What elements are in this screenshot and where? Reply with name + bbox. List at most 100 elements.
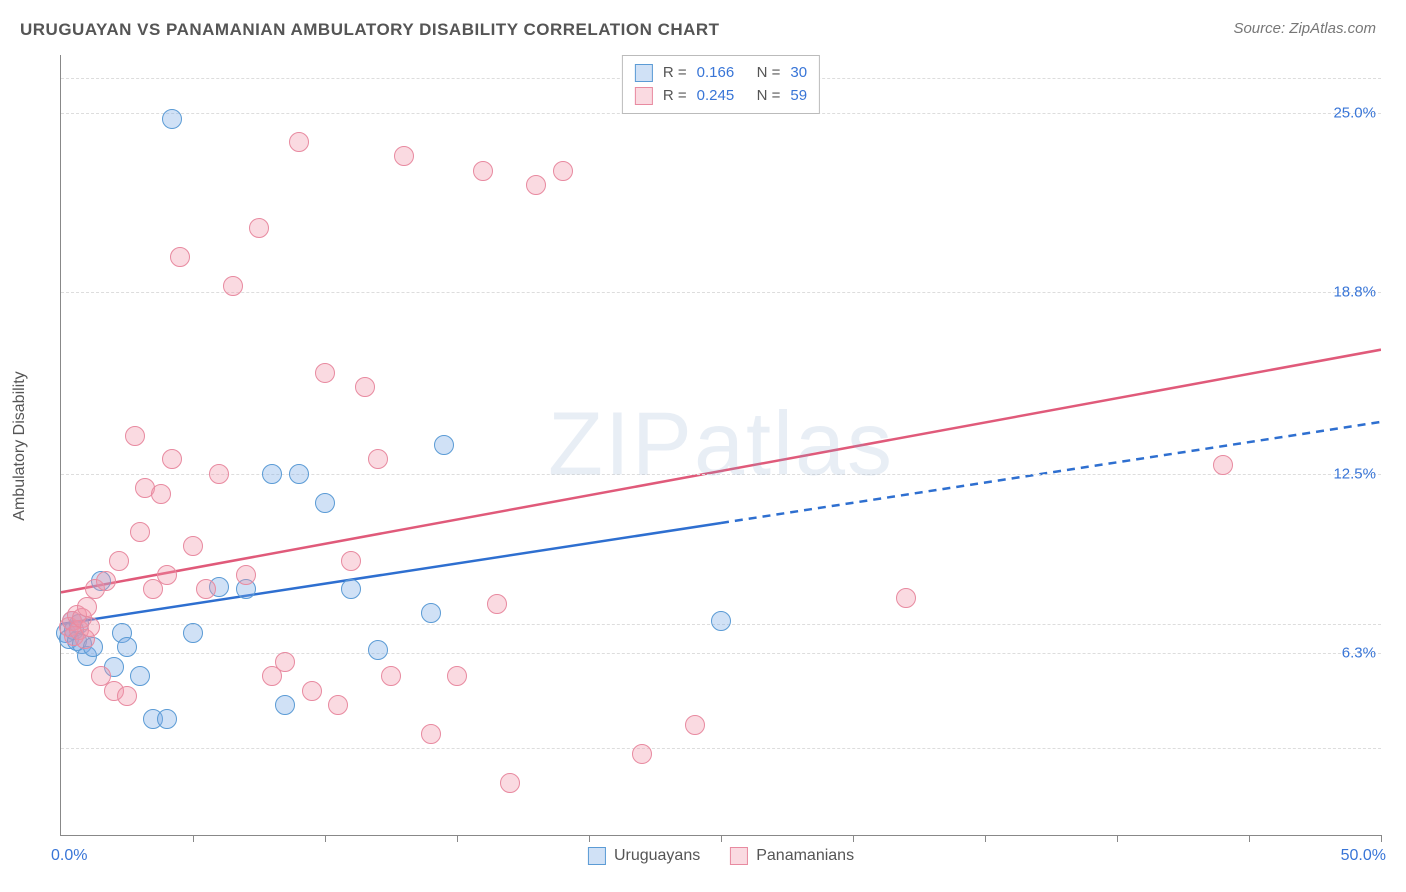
- scatter-point: [249, 218, 269, 238]
- legend-series: Uruguayans Panamanians: [588, 847, 854, 865]
- scatter-point: [262, 464, 282, 484]
- scatter-point: [341, 579, 361, 599]
- scatter-point: [80, 617, 100, 637]
- scatter-point: [328, 695, 348, 715]
- x-axis-min-label: 0.0%: [51, 847, 87, 865]
- legend-r-value: 0.166: [697, 62, 747, 85]
- scatter-point: [421, 603, 441, 623]
- scatter-point: [368, 640, 388, 660]
- scatter-point: [223, 276, 243, 296]
- scatter-plot: ZIPatlas R =0.166N =30R =0.245N =59 0.0%…: [60, 55, 1381, 836]
- legend-r-label: R =: [663, 85, 687, 108]
- scatter-point: [394, 146, 414, 166]
- scatter-point: [685, 715, 705, 735]
- scatter-point: [196, 579, 216, 599]
- scatter-point: [421, 724, 441, 744]
- y-tick-label: 18.8%: [1333, 283, 1382, 300]
- legend-swatch: [635, 87, 653, 105]
- x-tick: [457, 835, 458, 842]
- scatter-point: [896, 588, 916, 608]
- scatter-point: [236, 565, 256, 585]
- legend-n-value: 30: [790, 62, 807, 85]
- scatter-point: [170, 247, 190, 267]
- scatter-point: [368, 449, 388, 469]
- legend-series-item: Uruguayans: [588, 847, 700, 865]
- scatter-point: [500, 773, 520, 793]
- legend-series-item: Panamanians: [730, 847, 854, 865]
- scatter-point: [162, 109, 182, 129]
- trend-lines-svg: [61, 55, 1381, 835]
- scatter-point: [96, 571, 116, 591]
- legend-stats: R = 0.166 N = 30 R = 0.245 N = 59: [622, 55, 820, 114]
- scatter-point: [109, 551, 129, 571]
- legend-swatch: [588, 847, 606, 865]
- watermark: ZIPatlas: [548, 394, 894, 497]
- scatter-point: [289, 132, 309, 152]
- scatter-point: [117, 637, 137, 657]
- scatter-point: [183, 536, 203, 556]
- gridline: [61, 748, 1381, 749]
- scatter-point: [473, 161, 493, 181]
- legend-n-label: N =: [757, 62, 781, 85]
- scatter-point: [162, 449, 182, 469]
- scatter-point: [125, 426, 145, 446]
- scatter-point: [157, 565, 177, 585]
- legend-n-label: N =: [757, 85, 781, 108]
- scatter-point: [341, 551, 361, 571]
- scatter-point: [289, 464, 309, 484]
- legend-series-name: Panamanians: [756, 847, 854, 865]
- y-tick-label: 6.3%: [1342, 645, 1382, 662]
- scatter-point: [355, 377, 375, 397]
- scatter-point: [157, 709, 177, 729]
- scatter-point: [1213, 455, 1233, 475]
- y-axis-label: Ambulatory Disability: [11, 371, 29, 520]
- scatter-point: [711, 611, 731, 631]
- scatter-point: [487, 594, 507, 614]
- trend-line: [61, 350, 1381, 593]
- scatter-point: [381, 666, 401, 686]
- legend-r-label: R =: [663, 62, 687, 85]
- x-tick: [325, 835, 326, 842]
- legend-series-name: Uruguayans: [614, 847, 700, 865]
- x-tick: [853, 835, 854, 842]
- legend-swatch: [635, 64, 653, 82]
- x-tick: [1381, 835, 1382, 842]
- scatter-point: [434, 435, 454, 455]
- scatter-point: [183, 623, 203, 643]
- legend-swatch: [730, 847, 748, 865]
- trend-line-dashed: [721, 422, 1381, 523]
- legend-stats-row: R = 0.166 N = 30: [635, 62, 807, 85]
- scatter-point: [315, 363, 335, 383]
- scatter-point: [632, 744, 652, 764]
- x-tick: [1249, 835, 1250, 842]
- scatter-point: [130, 522, 150, 542]
- chart-title: URUGUAYAN VS PANAMANIAN AMBULATORY DISAB…: [20, 20, 720, 40]
- gridline: [61, 653, 1381, 654]
- legend-r-value: 0.245: [697, 85, 747, 108]
- scatter-point: [77, 597, 97, 617]
- x-tick: [721, 835, 722, 842]
- x-tick: [1117, 835, 1118, 842]
- scatter-point: [151, 484, 171, 504]
- x-tick: [193, 835, 194, 842]
- gridline: [61, 292, 1381, 293]
- x-tick: [985, 835, 986, 842]
- scatter-point: [447, 666, 467, 686]
- scatter-point: [315, 493, 335, 513]
- x-tick: [589, 835, 590, 842]
- legend-stats-row: R = 0.245 N = 59: [635, 85, 807, 108]
- scatter-point: [526, 175, 546, 195]
- y-tick-label: 12.5%: [1333, 465, 1382, 482]
- scatter-point: [275, 652, 295, 672]
- scatter-point: [130, 666, 150, 686]
- x-axis-max-label: 50.0%: [1341, 847, 1386, 865]
- scatter-point: [209, 464, 229, 484]
- legend-n-value: 59: [790, 85, 807, 108]
- scatter-point: [302, 681, 322, 701]
- scatter-point: [553, 161, 573, 181]
- y-tick-label: 25.0%: [1333, 104, 1382, 121]
- gridline: [61, 474, 1381, 475]
- scatter-point: [275, 695, 295, 715]
- scatter-point: [117, 686, 137, 706]
- chart-source: Source: ZipAtlas.com: [1233, 20, 1376, 37]
